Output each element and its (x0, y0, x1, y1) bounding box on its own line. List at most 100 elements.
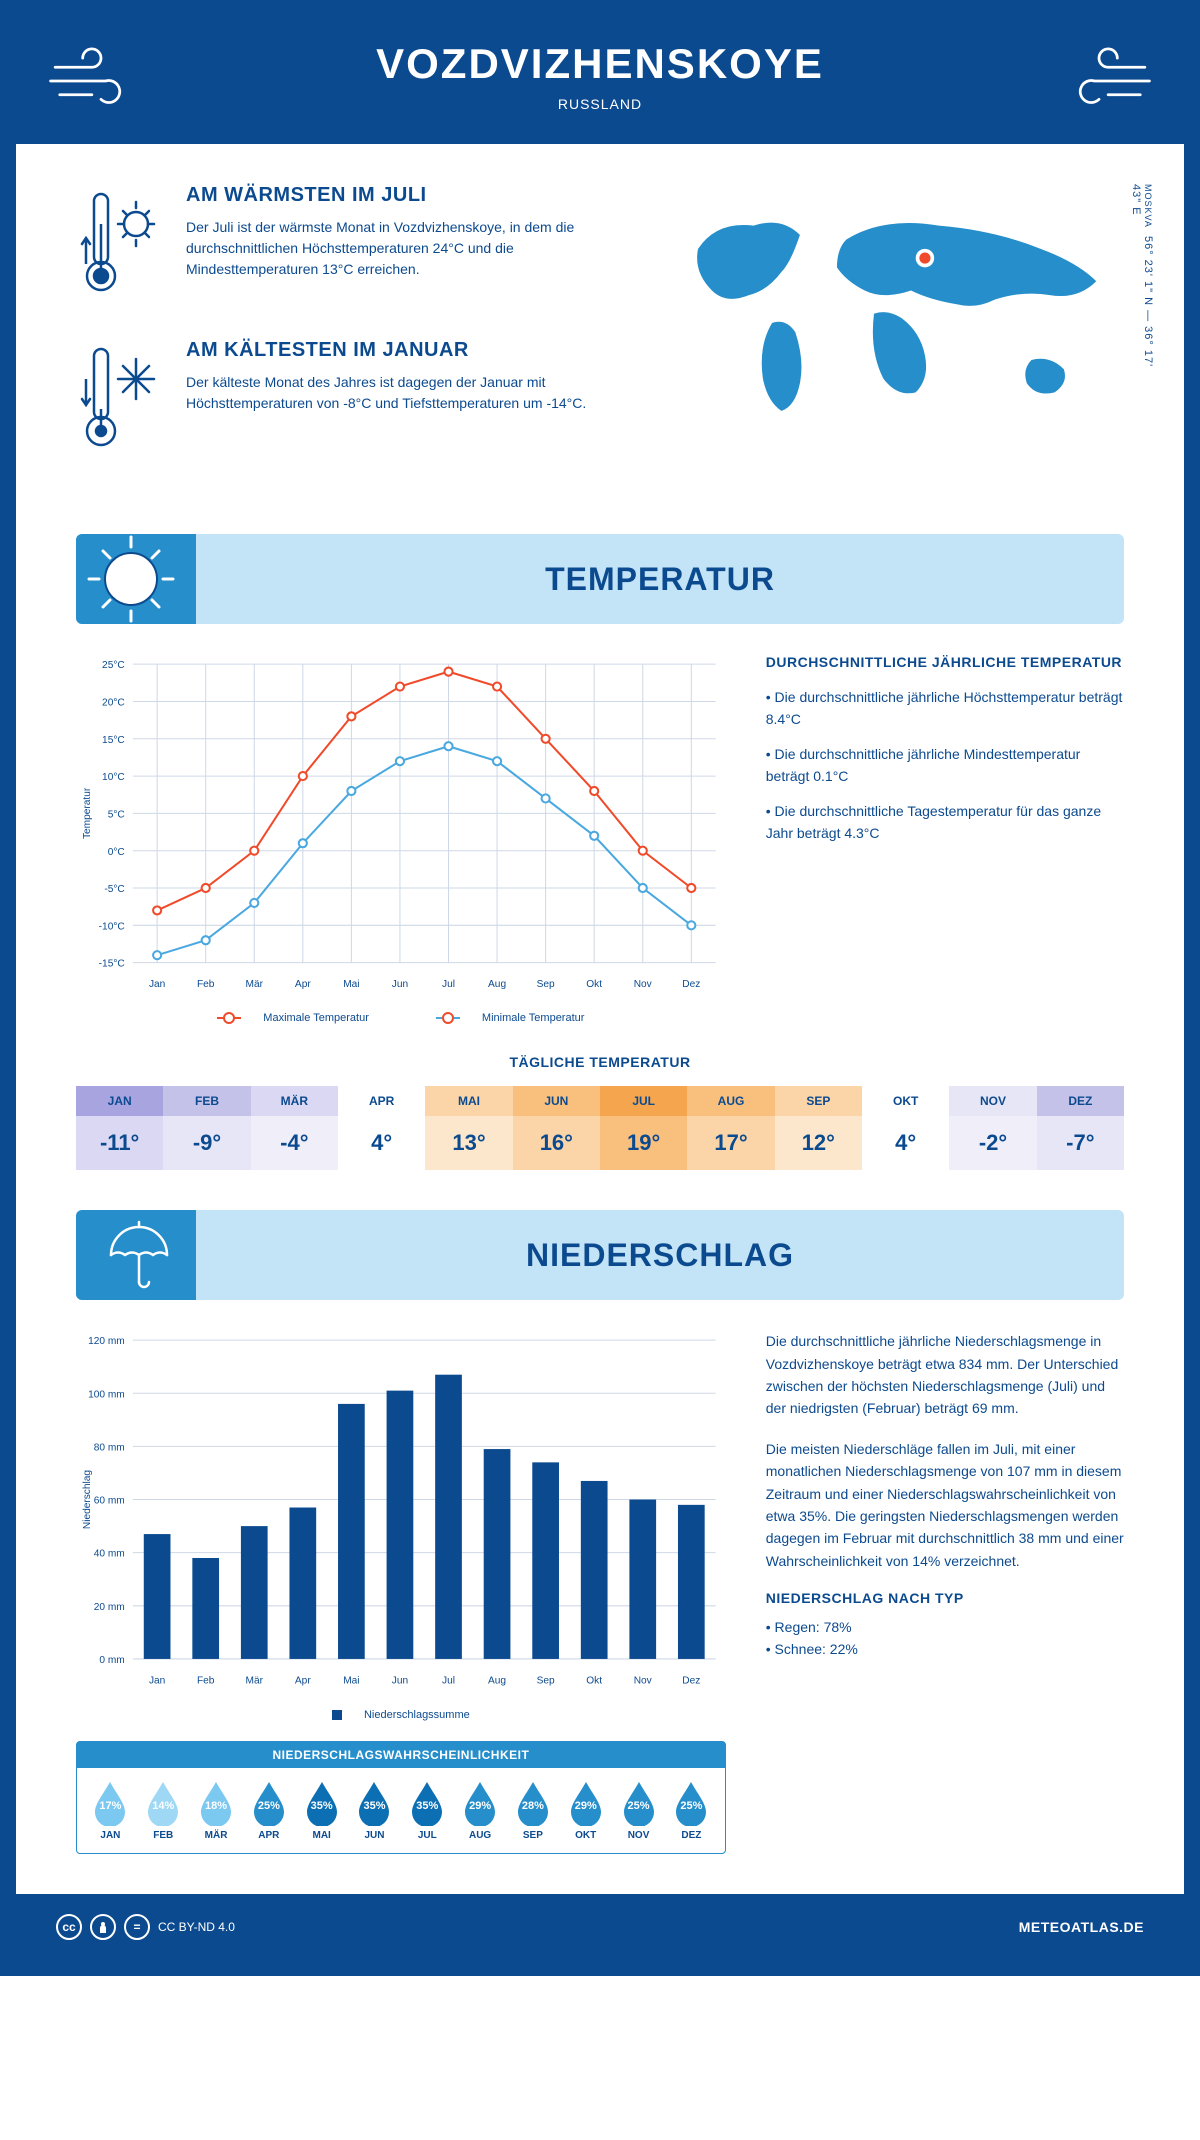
prob-cell: 25%APR (243, 1780, 294, 1841)
svg-text:25°C: 25°C (102, 660, 125, 671)
svg-text:Jan: Jan (149, 979, 165, 990)
daily-temp-title: TÄGLICHE TEMPERATUR (76, 1054, 1124, 1070)
license-text: CC BY-ND 4.0 (158, 1920, 235, 1934)
month-cell: AUG17° (687, 1086, 774, 1170)
svg-text:Okt: Okt (586, 1675, 602, 1686)
svg-text:Mai: Mai (343, 1675, 359, 1686)
svg-text:Jul: Jul (442, 979, 455, 990)
site-name: METEOATLAS.DE (1019, 1919, 1144, 1935)
prob-cell: 29%AUG (455, 1780, 506, 1841)
prob-cell: 17%JAN (85, 1780, 136, 1841)
coldest-text: Der kälteste Monat des Jahres ist dagege… (186, 372, 621, 414)
svg-text:Temperatur: Temperatur (82, 787, 93, 839)
svg-text:Apr: Apr (295, 979, 311, 990)
svg-text:Nov: Nov (634, 979, 653, 990)
svg-text:15°C: 15°C (102, 735, 125, 746)
wind-icon (1044, 46, 1154, 121)
by-icon (90, 1914, 116, 1940)
coldest-title: AM KÄLTESTEN IM JANUAR (186, 339, 621, 362)
month-cell: NOV-2° (949, 1086, 1036, 1170)
prob-title: NIEDERSCHLAGSWAHRSCHEINLICHKEIT (77, 1742, 725, 1768)
section-temperature-banner: TEMPERATUR (76, 534, 1124, 624)
country: RUSSLAND (56, 96, 1144, 112)
svg-text:Jun: Jun (392, 979, 408, 990)
svg-text:-10°C: -10°C (99, 921, 125, 932)
umbrella-icon (76, 1210, 196, 1300)
daily-temperature-table: JAN-11°FEB-9°MÄR-4°APR4°MAI13°JUN16°JUL1… (76, 1086, 1124, 1170)
prob-cell: 35%MAI (296, 1780, 347, 1841)
svg-text:Aug: Aug (488, 1675, 506, 1686)
svg-text:20 mm: 20 mm (94, 1602, 125, 1613)
month-cell: JAN-11° (76, 1086, 163, 1170)
precip-type-item: Schnee: 22% (766, 1638, 1124, 1660)
temp-bullet: • Die durchschnittliche jährliche Höchst… (766, 686, 1124, 731)
precip-type-item: Regen: 78% (766, 1616, 1124, 1638)
precipitation-summary: Die durchschnittliche jährliche Niedersc… (766, 1330, 1124, 1853)
temperature-heading: TEMPERATUR (196, 561, 1124, 598)
svg-text:120 mm: 120 mm (88, 1336, 125, 1347)
precipitation-bar-chart: 0 mm20 mm40 mm60 mm80 mm100 mm120 mmNied… (76, 1330, 726, 1853)
warmest-text: Der Juli ist der wärmste Monat in Vozdvi… (186, 217, 621, 280)
svg-text:20°C: 20°C (102, 698, 125, 709)
svg-text:Aug: Aug (488, 979, 506, 990)
svg-text:Mär: Mär (246, 1675, 264, 1686)
precip-legend: Niederschlagssumme (76, 1709, 726, 1721)
prob-cell: 25%DEZ (666, 1780, 717, 1841)
svg-text:-5°C: -5°C (104, 884, 124, 895)
cc-icon: cc (56, 1914, 82, 1940)
svg-text:Mai: Mai (343, 979, 359, 990)
svg-text:Jan: Jan (149, 1675, 165, 1686)
prob-cell: 35%JUN (349, 1780, 400, 1841)
prob-cell: 28%SEP (508, 1780, 559, 1841)
prob-cell: 29%OKT (560, 1780, 611, 1841)
precipitation-probability-box: NIEDERSCHLAGSWAHRSCHEINLICHKEIT 17%JAN14… (76, 1741, 726, 1854)
svg-text:0°C: 0°C (108, 847, 125, 858)
page-header: VOZDVIZHENSKOYE RUSSLAND (16, 16, 1184, 144)
month-cell: OKT4° (862, 1086, 949, 1170)
svg-text:Feb: Feb (197, 979, 215, 990)
svg-text:Mär: Mär (246, 979, 264, 990)
svg-text:Okt: Okt (586, 979, 602, 990)
svg-text:Nov: Nov (634, 1675, 653, 1686)
svg-text:Jun: Jun (392, 1675, 408, 1686)
svg-text:10°C: 10°C (102, 772, 125, 783)
warmest-title: AM WÄRMSTEN IM JULI (186, 184, 621, 207)
warmest-block: AM WÄRMSTEN IM JULI Der Juli ist der wär… (76, 184, 621, 309)
license-block: cc = CC BY-ND 4.0 (56, 1914, 235, 1940)
month-cell: MAI13° (425, 1086, 512, 1170)
precipitation-heading: NIEDERSCHLAG (196, 1237, 1124, 1274)
prob-cell: 18%MÄR (191, 1780, 242, 1841)
svg-text:Apr: Apr (295, 1675, 311, 1686)
temperature-summary: DURCHSCHNITTLICHE JÄHRLICHE TEMPERATUR •… (766, 654, 1124, 1024)
temperature-line-chart: -15°C -10°C -5°C 0°C 5°C 10°C 15°C 20°C 25°C Jan F… (76, 654, 726, 1024)
precip-p1: Die durchschnittliche jährliche Niedersc… (766, 1330, 1124, 1420)
svg-text:60 mm: 60 mm (94, 1496, 125, 1507)
intro-section: AM WÄRMSTEN IM JULI Der Juli ist der wär… (76, 184, 1124, 494)
coldest-block: AM KÄLTESTEN IM JANUAR Der kälteste Mona… (76, 339, 621, 464)
month-cell: SEP12° (775, 1086, 862, 1170)
svg-text:Sep: Sep (537, 979, 555, 990)
svg-text:5°C: 5°C (108, 809, 125, 820)
location-title: VOZDVIZHENSKOYE (56, 40, 1144, 88)
svg-text:-15°C: -15°C (99, 959, 125, 970)
svg-text:Dez: Dez (682, 1675, 700, 1686)
svg-text:40 mm: 40 mm (94, 1549, 125, 1560)
svg-text:Feb: Feb (197, 1675, 215, 1686)
svg-text:Sep: Sep (537, 1675, 555, 1686)
temp-text-heading: DURCHSCHNITTLICHE JÄHRLICHE TEMPERATUR (766, 654, 1124, 670)
temp-bullet: • Die durchschnittliche Tagestemperatur … (766, 800, 1124, 845)
svg-text:100 mm: 100 mm (88, 1390, 125, 1401)
svg-text:80 mm: 80 mm (94, 1443, 125, 1454)
wind-icon (46, 46, 156, 121)
svg-text:Jul: Jul (442, 1675, 455, 1686)
svg-text:Niederschlag: Niederschlag (82, 1470, 93, 1529)
coordinates: MOSKVA 56° 23' 1" N — 36° 17' 43" E (1130, 184, 1154, 384)
thermometer-cold-icon (76, 339, 166, 464)
temp-bullet: • Die durchschnittliche jährliche Mindes… (766, 743, 1124, 788)
month-cell: FEB-9° (163, 1086, 250, 1170)
prob-cell: 14%FEB (138, 1780, 189, 1841)
nd-icon: = (124, 1914, 150, 1940)
month-cell: MÄR-4° (251, 1086, 338, 1170)
sun-icon (76, 534, 196, 624)
section-precipitation-banner: NIEDERSCHLAG (76, 1210, 1124, 1300)
